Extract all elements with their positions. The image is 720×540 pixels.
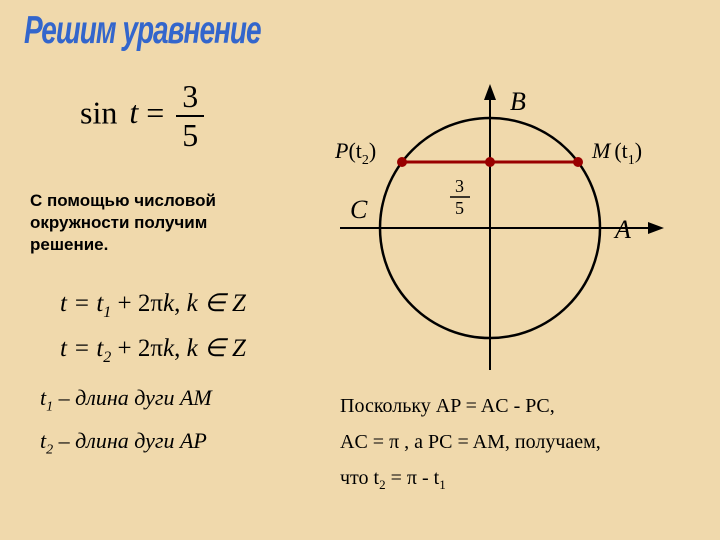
point-M <box>573 157 583 167</box>
arc-def-1: t1 – длина дуги AM <box>40 385 212 415</box>
label-P: P(t2) <box>334 138 376 168</box>
hint-line2: окружности получим <box>30 212 216 234</box>
sol1-c: , <box>174 290 187 317</box>
eq-var: t <box>129 94 138 130</box>
sol1-b: + 2π <box>111 290 163 317</box>
slide: Решим уравнение sin t = 3 5 С помощью чи… <box>0 0 720 540</box>
sol2-c: , <box>174 335 187 362</box>
sol2-k: k <box>163 335 174 362</box>
point-P <box>397 157 407 167</box>
sol1-a: t = t <box>60 290 103 317</box>
sol1-k: k <box>163 290 174 317</box>
arc1-b: – длина дуги AM <box>53 385 212 410</box>
sol2-a: t = t <box>60 335 103 362</box>
deriv3b: = π - t <box>386 467 440 489</box>
arc2-b: – длина дуги AP <box>53 428 207 453</box>
deriv-line2: AC = π , а PC = AM, получаем, <box>340 424 601 460</box>
hint-line3: решение. <box>30 234 216 256</box>
deriv-line1: Поскольку AP = AC - PC, <box>340 388 601 424</box>
slide-title: Решим уравнение <box>24 8 261 53</box>
eq-sin: sin <box>80 94 117 130</box>
solution-line-1: t = t1 + 2πk, k ∈ Z <box>60 288 246 322</box>
label-A: A <box>613 215 631 244</box>
label-M: M(t1) <box>591 138 642 168</box>
label-B: B <box>510 87 526 116</box>
sol1-d: k ∈ Z <box>187 290 246 317</box>
sol2-b: + 2π <box>111 335 163 362</box>
deriv-line3: что t2 = π - t1 <box>340 460 601 496</box>
eq-frac-den: 5 <box>176 115 204 154</box>
eq-frac-num: 3 <box>176 78 204 115</box>
label-C: C <box>350 195 368 224</box>
eq-eq: = <box>146 94 172 130</box>
deriv3a: что t <box>340 467 379 489</box>
label-frac-num: 3 <box>455 176 464 196</box>
deriv3-sub1: 1 <box>439 477 446 492</box>
label-frac-den: 5 <box>455 198 464 218</box>
arc-def-2: t2 – длина дуги AP <box>40 428 207 458</box>
main-equation: sin t = 3 5 <box>80 78 204 154</box>
sol2-d: k ∈ Z <box>187 335 246 362</box>
point-center-chord <box>485 157 495 167</box>
hint-text: С помощью числовой окружности получим ре… <box>30 190 216 256</box>
derivation: Поскольку AP = AC - PC, AC = π , а PC = … <box>340 388 601 496</box>
eq-frac: 3 5 <box>176 78 204 154</box>
unit-circle-diagram: B A C P(t2) M(t1) 3 5 <box>310 70 710 390</box>
hint-line1: С помощью числовой <box>30 190 216 212</box>
solution-line-2: t = t2 + 2πk, k ∈ Z <box>60 333 246 367</box>
